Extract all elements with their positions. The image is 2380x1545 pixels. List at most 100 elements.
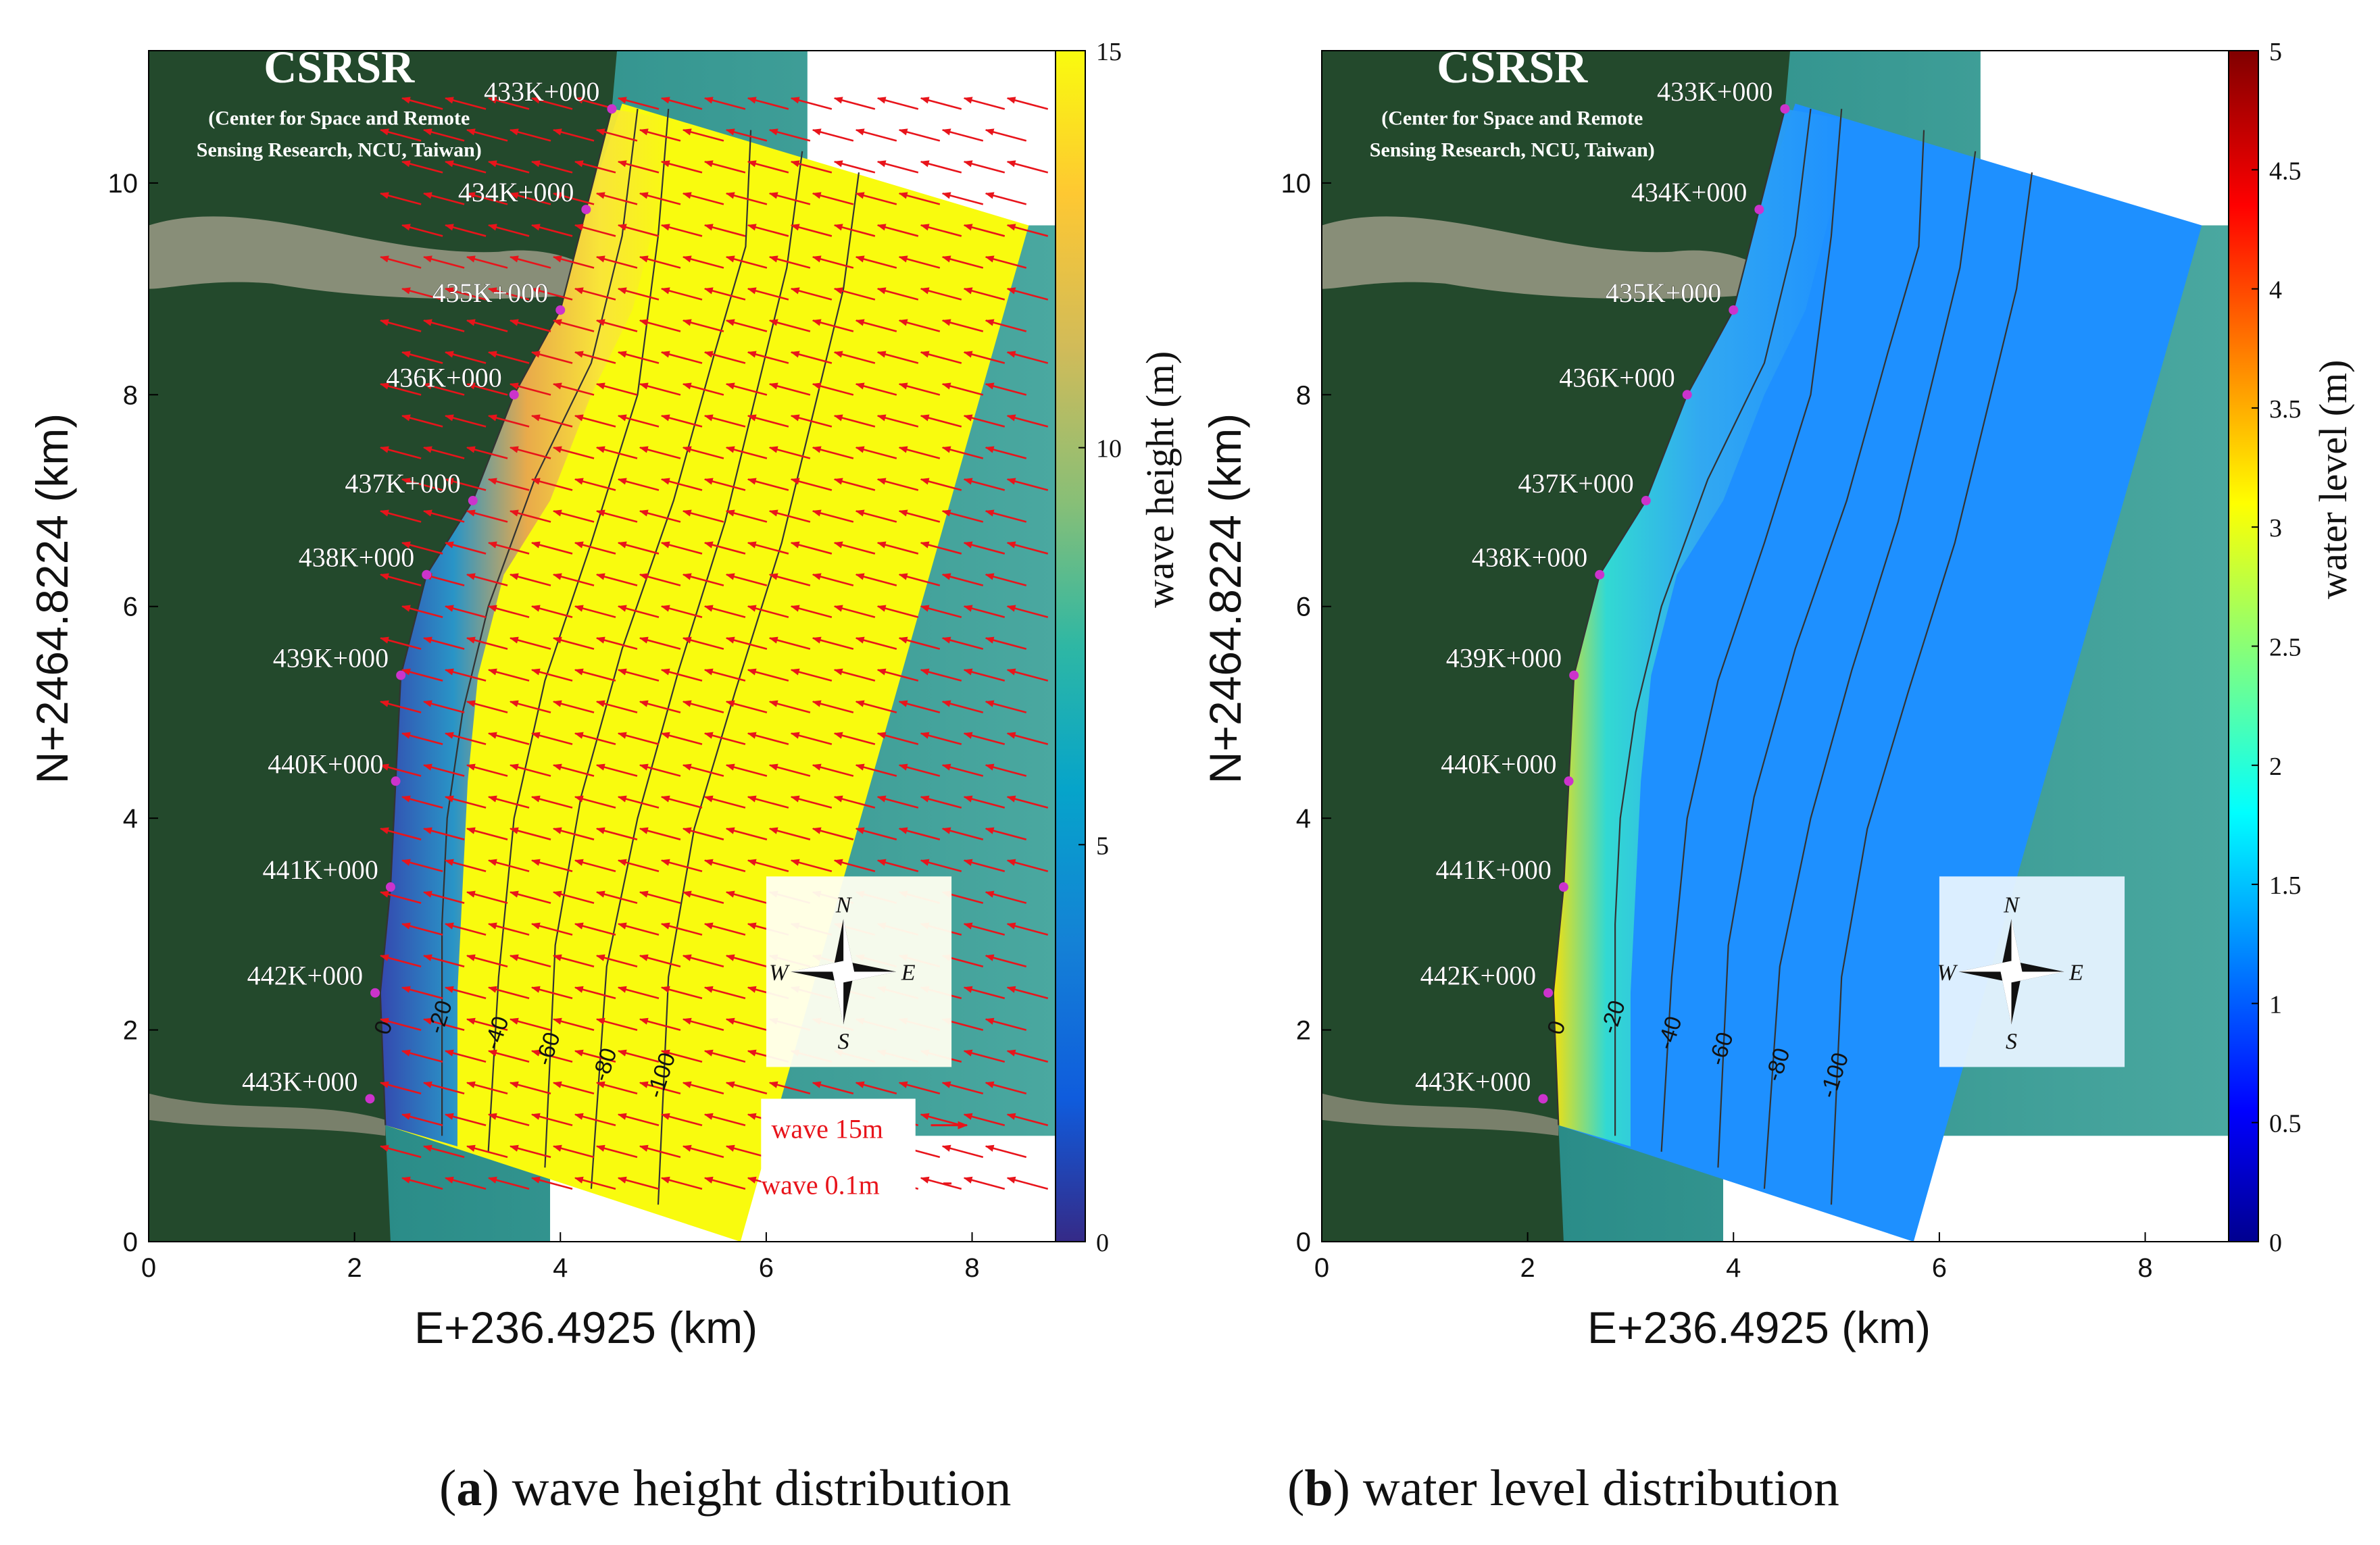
depth-contour-2: [487, 109, 670, 1152]
caption-a: (a) wave height distribution: [439, 1460, 1012, 1517]
wave-arrow: [682, 890, 724, 904]
wave-arrow: [941, 382, 984, 396]
wave-arrow: [747, 97, 789, 110]
colorbar-tick-label: 2: [2269, 753, 2282, 781]
wave-arrow: [466, 1081, 508, 1095]
wave-arrow: [595, 573, 638, 586]
wave-arrow: [595, 636, 638, 650]
wave-arrow: [444, 605, 487, 618]
wave-arrow: [379, 382, 422, 396]
wave-arrow: [552, 827, 595, 840]
wave-arrow: [1006, 668, 1049, 682]
wave-arrow: [703, 732, 746, 745]
wave-arrow: [444, 922, 487, 936]
x-axis-label: E+236.4925 (km): [414, 1302, 758, 1352]
wave-arrow: [379, 573, 422, 586]
plot-area-b: 433K+000 434K+000 435K+000 436K+000 437K+000…: [1322, 51, 2233, 1242]
wave-arrow: [466, 827, 508, 840]
wave-arrow: [617, 478, 660, 491]
wave-arrow: [703, 224, 746, 237]
milepost-marker: [1641, 496, 1651, 506]
wave-arrow: [898, 128, 941, 142]
wave-arrow: [595, 192, 638, 205]
panel-b: 433K+000 434K+000 435K+000 436K+000 437K+000…: [1200, 38, 2355, 1352]
x-tick-label: 0: [141, 1253, 156, 1283]
wave-arrow: [768, 573, 811, 586]
wave-arrow: [401, 541, 443, 555]
wave-arrow: [530, 922, 573, 936]
wave-arrow: [876, 732, 919, 745]
wave-arrow: [876, 160, 919, 174]
compass-w: W: [769, 960, 790, 985]
milepost-marker: [1729, 305, 1739, 315]
milepost-marker: [1538, 1094, 1548, 1104]
milepost-label: 441K+000: [1435, 855, 1551, 885]
wave-arrow: [941, 700, 984, 713]
wave-arrow: [985, 827, 1027, 840]
y-tick-label: 10: [1281, 169, 1312, 199]
caption-b-letter: b: [1304, 1460, 1333, 1517]
wave-arrow: [855, 636, 897, 650]
x-tick-label: 4: [1726, 1253, 1741, 1283]
wave-arrow: [444, 478, 487, 491]
wave-arrow: [725, 128, 768, 142]
wave-arrow: [617, 732, 660, 745]
wave-arrow: [660, 732, 703, 745]
wave-arrow: [617, 414, 660, 428]
wave-arrow: [682, 446, 724, 459]
wave-arrow: [855, 1081, 897, 1095]
wave-arrow: [703, 1049, 746, 1063]
wave-arrow: [941, 573, 984, 586]
wave-arrow: [941, 446, 984, 459]
wave-arrow: [941, 128, 984, 142]
wave-arrow: [379, 319, 422, 332]
x-tick-label: 2: [1520, 1253, 1535, 1283]
wave-arrow: [660, 859, 703, 872]
wave-arrow: [747, 478, 789, 491]
wave-arrow: [509, 890, 551, 904]
milepost-marker: [1682, 390, 1692, 400]
wave-arrow: [444, 414, 487, 428]
wave-arrow: [855, 382, 897, 396]
wave-arrow: [790, 541, 833, 555]
wave-arrow: [790, 224, 833, 237]
wave-arrow: [855, 573, 897, 586]
wave-arrow: [379, 954, 422, 967]
wave-arrow: [595, 128, 638, 142]
wave-arrow: [401, 224, 443, 237]
wave-arrow: [812, 700, 854, 713]
y-tick-label: 6: [1296, 592, 1311, 622]
wave-arrow: [466, 128, 508, 142]
river: [1322, 216, 1764, 299]
wave-arrow: [487, 922, 530, 936]
wave-arrow: [898, 255, 941, 269]
wave-arrow: [422, 255, 465, 269]
wave-arrow: [379, 1017, 422, 1032]
x-tick-label: 6: [759, 1253, 774, 1283]
wave-arrow: [703, 160, 746, 174]
nearshore-band: [1553, 109, 1847, 1146]
wave-arrow: [703, 795, 746, 809]
milepost-label: 443K+000: [1415, 1066, 1531, 1096]
wave-arrow: [660, 160, 703, 174]
milepost-label: 434K+000: [458, 177, 574, 207]
wave-arrow: [855, 128, 897, 142]
wave-arrow: [985, 573, 1027, 586]
wave-arrow: [617, 859, 660, 872]
y-axis-label: N+2464.8224 (km): [27, 413, 77, 784]
wave-arrow: [660, 795, 703, 809]
wave-arrow: [747, 859, 789, 872]
wave-arrow: [747, 605, 789, 618]
wave-arrow: [963, 478, 1006, 491]
wave-arrow: [379, 1144, 422, 1159]
colorbar-tick-label: 5: [1096, 832, 1109, 860]
wave-arrow: [660, 224, 703, 237]
wave-arrow: [1006, 287, 1049, 301]
wave-arrow: [941, 1081, 984, 1095]
wave-arrow: [444, 1049, 487, 1063]
watermark-line2: Sensing Research, NCU, Taiwan): [197, 139, 482, 161]
wave-arrow: [725, 573, 768, 586]
y-tick-label: 10: [108, 169, 139, 199]
wave-arrow: [747, 541, 789, 555]
wave-arrow: [898, 319, 941, 332]
